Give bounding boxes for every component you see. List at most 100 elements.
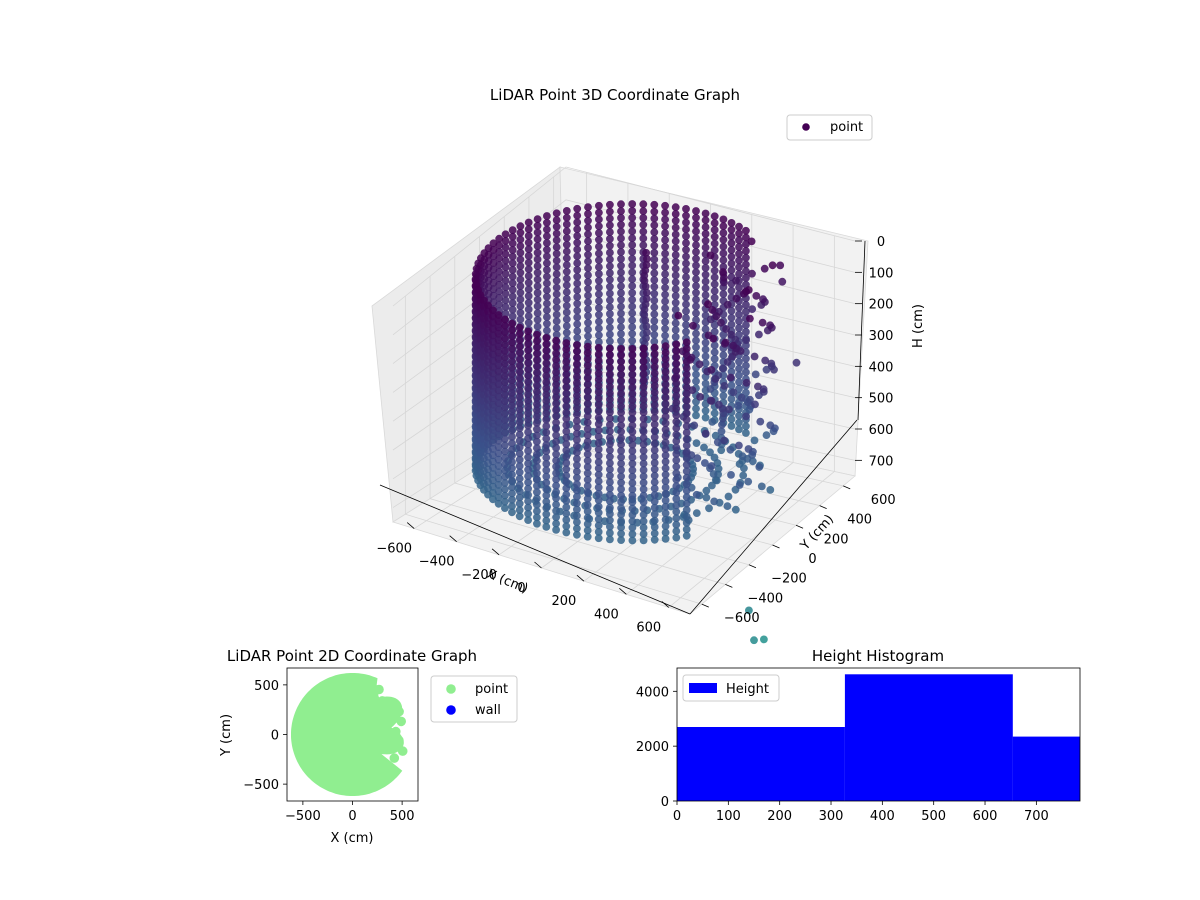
lidar-point-3d: [692, 309, 700, 318]
lidar-point-3d: [617, 295, 625, 304]
lidar-point-3d: [533, 393, 541, 402]
lidar-point-3d: [524, 453, 532, 462]
lidar-point-3d: [617, 227, 625, 236]
lidar-point-3d: [617, 536, 625, 544]
lidar-point-3d: [515, 430, 524, 439]
lidar-point-3d: [701, 406, 710, 415]
lidar-point-3d: [617, 370, 625, 379]
lidar-point-3d: [562, 345, 571, 354]
lidar-point-3d: [524, 232, 533, 240]
x-tick-label: 0: [517, 581, 525, 596]
lidar-point-3d: [543, 252, 551, 261]
lidar-point-3d: [573, 347, 581, 356]
lidar-point-3d: [594, 420, 603, 428]
lidar-point-3d: [710, 293, 719, 302]
lidar-point-3d: [583, 380, 592, 389]
lidar-point-3d: [594, 470, 603, 479]
lidar-point-3d: [573, 306, 582, 315]
lidar-point-3d: [606, 459, 614, 467]
lidar-point-3d: [562, 328, 571, 337]
lidar-point-3d: [524, 272, 533, 280]
lidar-point-3d: [583, 437, 592, 446]
lidar-point-3d: [606, 497, 614, 506]
lidar-point-3d: [533, 507, 541, 515]
lidar-point-3d: [650, 207, 659, 216]
lidar-point-3d: [735, 249, 743, 258]
lidar-point-3d: [641, 282, 650, 291]
lidar-point-3d: [628, 200, 637, 208]
lidar-point-3d: [508, 326, 516, 334]
lidar-point-3d: [508, 357, 516, 366]
lidar-point-3d: [501, 441, 509, 450]
lidar-point-3d: [552, 507, 560, 515]
lidar-point-3d: [755, 463, 764, 471]
lidar-point-3d: [583, 431, 592, 440]
lidar-point-3d: [682, 519, 691, 527]
lidar-point-3d: [628, 389, 637, 398]
lidar-point-3d: [508, 401, 516, 410]
lidar-point-3d: [533, 475, 541, 484]
lidar-point-3d: [617, 529, 625, 538]
lidar-point-3d: [562, 497, 571, 505]
lidar-point-3d: [628, 491, 637, 500]
lidar-point-3d: [494, 474, 503, 483]
lidar-point-3d: [639, 504, 648, 513]
lidar-point-3d: [606, 433, 614, 442]
lidar-point-3d: [671, 278, 680, 287]
lidar-point-3d: [606, 535, 614, 544]
lidar-point-3d: [690, 421, 699, 430]
lidar-point-3d: [516, 302, 525, 310]
lidar-point-3d: [606, 248, 614, 257]
lidar-point-3d: [606, 491, 614, 499]
lidar-point-3d: [562, 254, 571, 263]
lidar-point-3d: [639, 389, 648, 398]
lidar-point-3d: [542, 504, 551, 512]
lidar-point-3d: [628, 383, 637, 392]
lidar-point-3d: [739, 471, 748, 480]
lidar-point-3d: [552, 437, 560, 446]
lidar-point-3d: [639, 536, 648, 545]
lidar-point-3d: [508, 285, 517, 294]
histogram-ticks: 0 100 200 300 400 500 600 700 0 2000 4000: [636, 685, 1049, 824]
y-axis-line: [689, 419, 858, 615]
lidar-point-3d: [650, 388, 659, 397]
lidar-point-3d: [650, 282, 659, 291]
lidar-point-3d: [501, 497, 509, 506]
lidar-point-3d: [533, 412, 541, 421]
lidar-point-3d: [583, 393, 592, 402]
lidar-point-3d: [606, 414, 614, 423]
histogram-legend: Height: [682, 674, 780, 702]
y-tick: [843, 485, 851, 490]
legend-marker-point: [802, 123, 810, 131]
lidar-point-3d: [766, 421, 775, 430]
lidar-point-3d: [735, 222, 743, 231]
lidar-point-3d: [742, 307, 750, 316]
lidar-point-3d: [742, 247, 750, 255]
lidar-point-3d: [584, 278, 592, 286]
lidar-point-3d: [524, 258, 533, 267]
lidar-point-3d: [584, 230, 592, 239]
lidar-point-3d: [501, 378, 509, 387]
lidar-point-3d: [508, 272, 517, 281]
lidar-point-3d: [682, 232, 690, 241]
lidar-point-3d: [735, 236, 743, 245]
lidar-point-3d: [682, 300, 690, 309]
lidar-point-3d: [501, 303, 510, 311]
lidar-point-3d: [552, 431, 560, 440]
lidar-point-3d: [533, 295, 542, 304]
lidar-point-3d: [494, 487, 503, 496]
lidar-point-3d: [682, 409, 691, 418]
lidar-point-3d: [606, 255, 614, 264]
lidar-point-3d: [702, 486, 711, 495]
y-tick: [725, 584, 733, 588]
lidar-point-3d: [595, 338, 603, 346]
lidar-point-3d: [628, 295, 637, 304]
lidar-point-3d: [719, 290, 728, 298]
lidar-point-3d: [727, 246, 736, 254]
lidar-point-3d: [661, 222, 669, 231]
lidar-point-3d: [672, 469, 681, 478]
lidar-point-3d: [562, 213, 571, 222]
lidar-point-3d: [533, 302, 542, 311]
lidar-point-3d: [562, 465, 571, 474]
histogram-frame: [676, 667, 1081, 802]
